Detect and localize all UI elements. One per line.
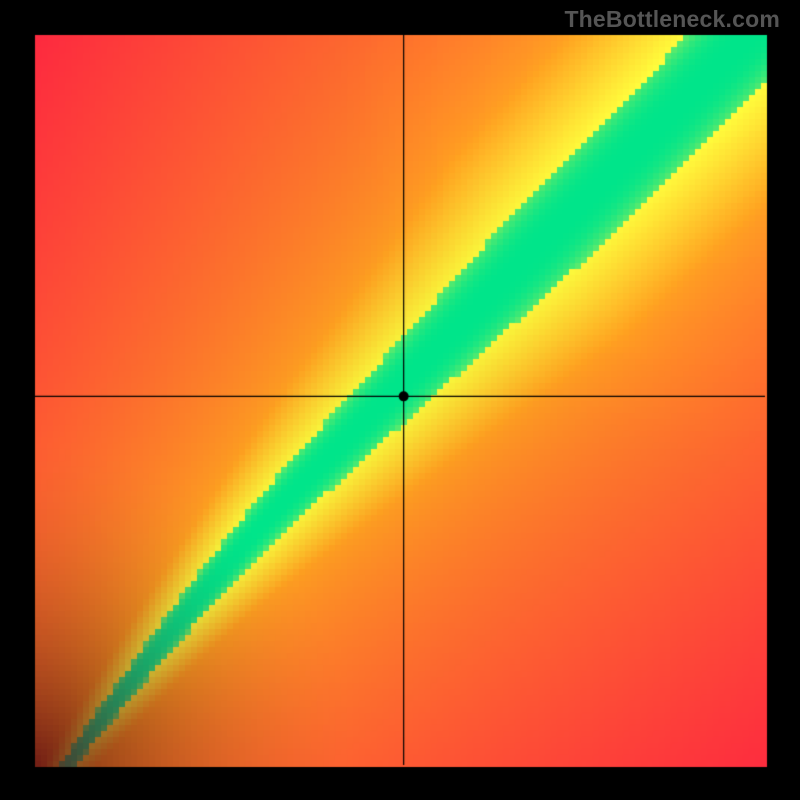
watermark-text: TheBottleneck.com: [564, 6, 780, 33]
chart-container: TheBottleneck.com: [0, 0, 800, 800]
heatmap-canvas: [0, 0, 800, 800]
